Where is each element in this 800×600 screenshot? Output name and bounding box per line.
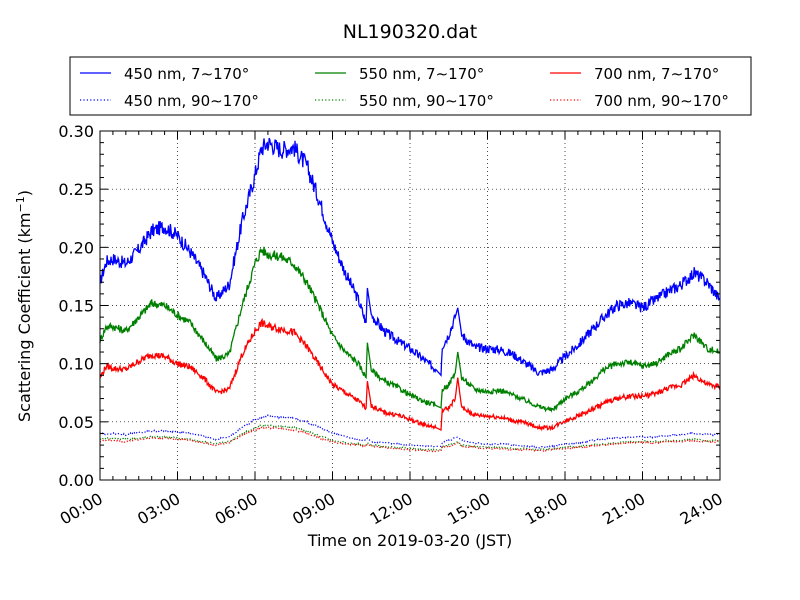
legend: 450 nm, 7∼170° 550 nm, 7∼170° 700 nm, 7∼17… bbox=[69, 56, 752, 116]
series-line bbox=[99, 246, 721, 413]
legend-box bbox=[69, 56, 752, 116]
series-group bbox=[99, 137, 721, 453]
x-tick-label: 15:00 bbox=[444, 489, 493, 529]
x-tick-label: 24:00 bbox=[677, 489, 726, 529]
legend-label: 450 nm, 7∼170° bbox=[124, 65, 249, 83]
y-tick-label: 0.00 bbox=[58, 471, 94, 490]
ticks bbox=[99, 130, 721, 481]
x-tick-label: 21:00 bbox=[599, 489, 648, 529]
legend-label: 550 nm, 7∼170° bbox=[359, 65, 484, 83]
series-line bbox=[99, 137, 721, 377]
y-tick-label: 0.30 bbox=[58, 122, 94, 141]
y-tick-label: 0.20 bbox=[58, 238, 94, 257]
legend-label: 700 nm, 90∼170° bbox=[594, 92, 729, 110]
legend-label: 550 nm, 90∼170° bbox=[359, 92, 494, 110]
chart-title: NL190320.dat bbox=[343, 21, 478, 43]
x-tick-labels: 00:00 03:00 06:00 09:00 12:00 15:00 18:00 21:00… bbox=[57, 489, 726, 529]
y-tick-label: 0.25 bbox=[58, 180, 94, 199]
series-line bbox=[99, 423, 721, 452]
series-line bbox=[99, 426, 721, 453]
y-axis-label: Scattering Coefficient (km−1) bbox=[14, 190, 34, 422]
legend-label: 700 nm, 7∼170° bbox=[594, 65, 719, 83]
y-tick-label: 0.05 bbox=[58, 413, 94, 432]
y-tick-labels: 0.00 0.05 0.10 0.15 0.20 0.25 0.30 bbox=[58, 122, 94, 490]
y-tick-label: 0.10 bbox=[58, 355, 94, 374]
y-axis-label-main: Scattering Coefficient (km bbox=[15, 212, 34, 422]
x-tick-label: 18:00 bbox=[522, 489, 571, 529]
x-tick-label: 00:00 bbox=[57, 489, 106, 529]
x-tick-label: 03:00 bbox=[134, 489, 183, 529]
y-axis-label-close: ) bbox=[15, 190, 34, 196]
y-tick-label: 0.15 bbox=[58, 297, 94, 316]
series-line bbox=[99, 317, 721, 432]
x-tick-label: 06:00 bbox=[212, 489, 261, 529]
legend-label: 450 nm, 90∼170° bbox=[124, 92, 259, 110]
x-tick-label: 12:00 bbox=[367, 489, 416, 529]
x-axis-label: Time on 2019-03-20 (JST) bbox=[307, 531, 512, 550]
x-tick-label: 09:00 bbox=[289, 489, 338, 529]
y-axis-label-sup: −1 bbox=[14, 196, 27, 212]
